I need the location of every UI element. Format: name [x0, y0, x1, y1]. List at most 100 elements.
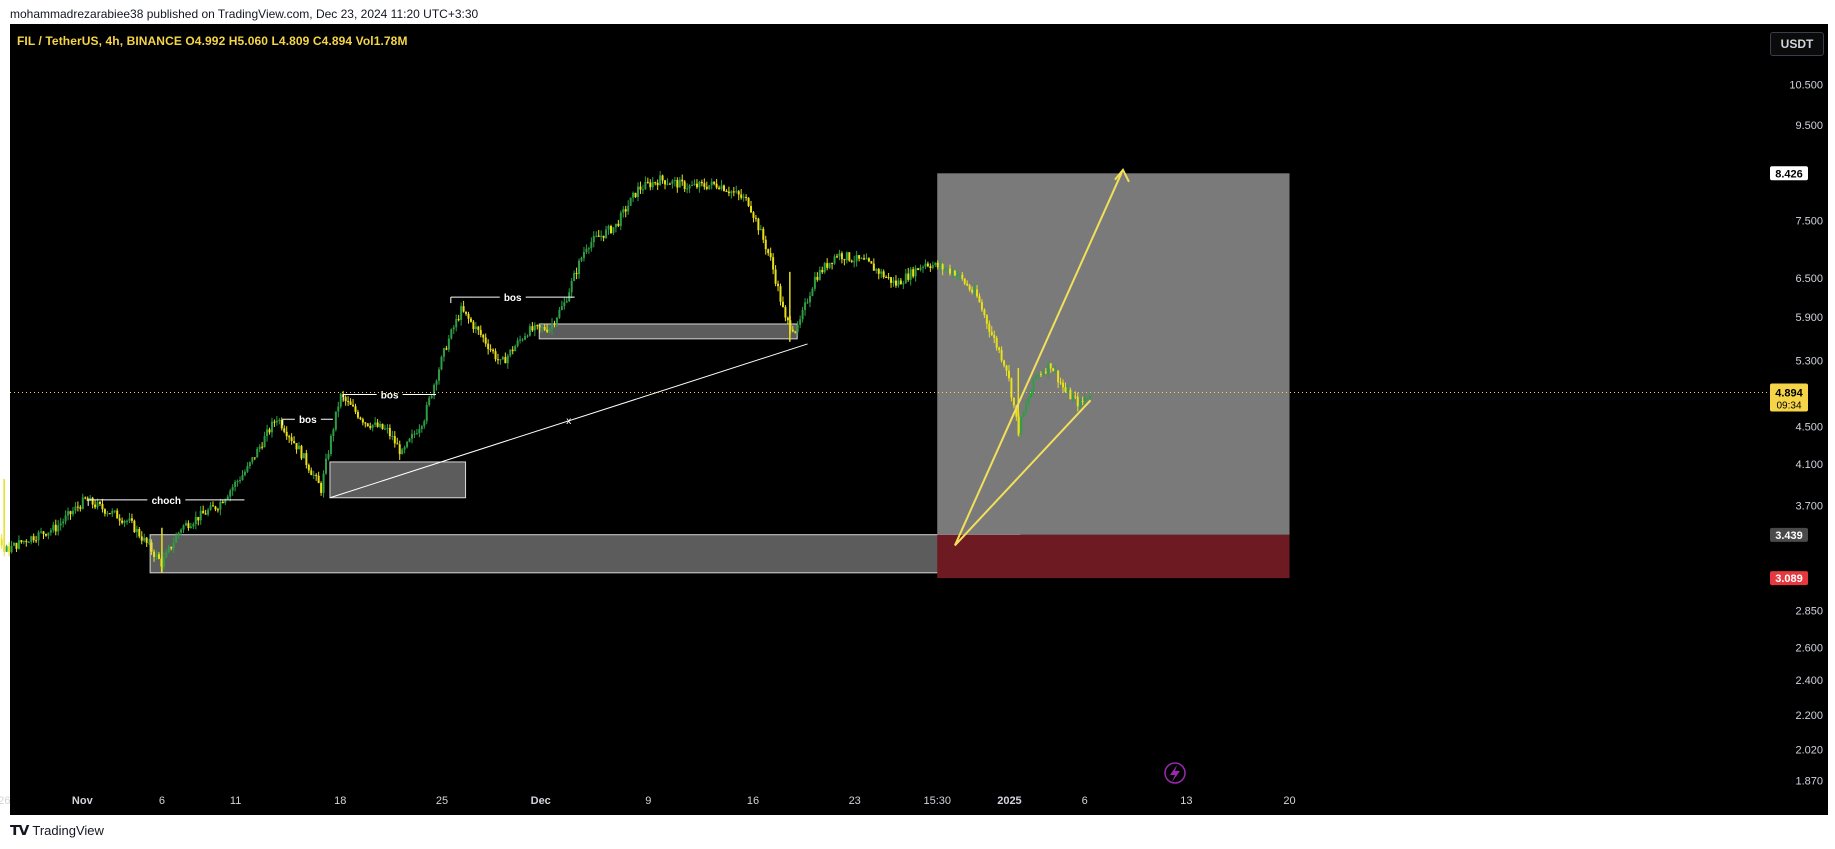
candle-body [949, 268, 952, 274]
candle-body [199, 510, 202, 521]
candle-body [929, 266, 932, 269]
candle-body [646, 181, 649, 183]
candle-body [300, 445, 303, 459]
tradingview-logo-icon: 𝗧𝗩 [10, 822, 29, 838]
candle-body [764, 239, 767, 250]
candle-body [209, 505, 212, 510]
candle-body [352, 404, 355, 407]
candle-body [627, 205, 630, 212]
candle-body [371, 424, 374, 428]
candle-body [877, 269, 880, 274]
candle-body [821, 269, 824, 273]
candle-body [597, 235, 600, 237]
lightning-icon[interactable] [1164, 762, 1186, 784]
candle-body [133, 520, 136, 533]
candle-body [113, 510, 116, 512]
candle-body [1079, 400, 1082, 407]
candle-body [565, 301, 568, 303]
candle-body [123, 521, 126, 523]
candle-body [1047, 363, 1050, 373]
candle-body [725, 190, 728, 192]
candle-body [659, 175, 662, 186]
candle-body [944, 268, 947, 270]
candle-body [241, 475, 244, 481]
structure-label: choch [152, 496, 181, 507]
candle-body [204, 513, 207, 515]
candle-body [845, 252, 848, 261]
structure-label: bos [381, 390, 399, 401]
candle-body [197, 516, 200, 521]
price-tick-label: 1.870 [1795, 776, 1823, 788]
candle-body [347, 400, 350, 402]
candle-body [258, 446, 261, 449]
candle-body [590, 242, 593, 249]
candle-body [440, 356, 443, 370]
candle-body [202, 510, 205, 514]
price-tick-label: 2.400 [1795, 675, 1823, 687]
candle-body [637, 186, 640, 197]
candle-body [720, 185, 723, 189]
candle-body [966, 283, 969, 286]
candle-body [511, 349, 514, 352]
candle-body [519, 339, 522, 341]
candle-body [853, 261, 856, 263]
candle-body [909, 269, 912, 280]
candle-body [349, 401, 352, 405]
currency-button[interactable]: USDT [1770, 32, 1824, 56]
candle-body [273, 421, 276, 423]
candle-body [317, 475, 320, 484]
time-tick-label: 16 [747, 795, 759, 807]
candle-body [885, 277, 888, 279]
candle-body [288, 436, 291, 438]
candle-body [531, 326, 534, 331]
candle-body [786, 317, 789, 321]
candle-body [1069, 389, 1072, 400]
candle-body [533, 325, 536, 331]
candle-body [781, 301, 784, 308]
footer-brand[interactable]: 𝗧𝗩 TradingView [10, 822, 104, 839]
candle-body [10, 545, 13, 553]
structure-label-bg [499, 290, 526, 304]
candle-body [907, 273, 910, 280]
candle-body [1027, 397, 1030, 404]
candle-body [332, 429, 335, 436]
candle-body [86, 498, 89, 501]
candle-body [514, 346, 517, 352]
annotations-layer: choch bos bos bos x [87, 290, 808, 507]
candle-body [823, 263, 826, 273]
candle-body [413, 433, 416, 435]
candle-body [578, 260, 581, 275]
candle-body [285, 431, 288, 437]
candle-body [32, 536, 35, 541]
candle-body [290, 437, 293, 442]
candle-body [951, 270, 954, 274]
candle-body [921, 266, 924, 268]
candle-body [958, 274, 961, 276]
candle-body [219, 501, 222, 510]
candle-body [47, 532, 50, 536]
candle-body [408, 438, 411, 442]
candle-body [504, 357, 507, 364]
candle-body [8, 546, 11, 553]
candle-body [297, 445, 300, 450]
candle-body [745, 196, 748, 198]
candle-body [998, 347, 1001, 350]
candle-body [811, 288, 814, 296]
candle-body [678, 179, 681, 188]
candle-body [263, 436, 266, 448]
candle-body [988, 323, 991, 332]
candle-body [575, 272, 578, 275]
candle-body [609, 226, 612, 234]
candle-body [784, 307, 787, 318]
candle-body [59, 523, 62, 526]
price-tick-label: 2.600 [1795, 643, 1823, 655]
time-tick-label: 23 [849, 795, 861, 807]
candle-body [391, 436, 394, 438]
time-tick-label: 9 [645, 795, 651, 807]
candle-body [858, 255, 861, 259]
candle-body [939, 264, 942, 268]
candle-body [54, 524, 57, 532]
candle-body [718, 187, 721, 189]
time-tick-label: 20 [1283, 795, 1295, 807]
